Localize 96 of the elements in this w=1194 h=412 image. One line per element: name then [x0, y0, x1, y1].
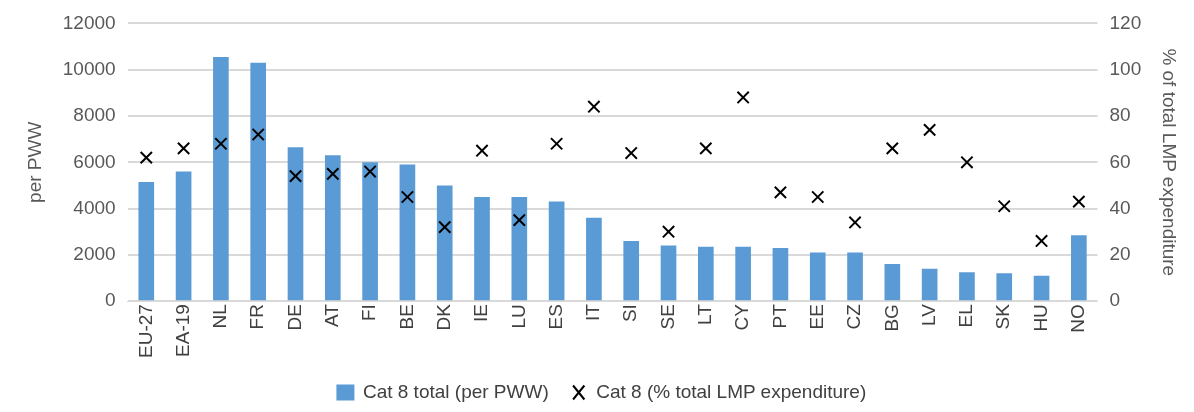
- x-tick-label: DE: [283, 304, 305, 331]
- x-tick-label: LT: [694, 303, 716, 325]
- x-tick-label: SK: [992, 303, 1014, 330]
- y-tick-label: 8000: [73, 104, 116, 126]
- point: [699, 141, 713, 156]
- bar: [884, 264, 901, 301]
- y-tick-label: 12000: [62, 11, 116, 33]
- bar: [511, 196, 528, 301]
- point: [1034, 234, 1049, 248]
- bar: [1033, 275, 1050, 301]
- point: [773, 185, 788, 200]
- point: [736, 90, 750, 105]
- x-tick-label: EA-19: [171, 304, 193, 357]
- x-tick-label: SE: [656, 304, 678, 330]
- x-tick-label: NL: [209, 304, 231, 329]
- bar: [548, 201, 565, 301]
- point: [885, 141, 899, 156]
- x-tick-label: HU: [1029, 304, 1051, 332]
- y-axis-title: per PWW: [23, 121, 45, 203]
- y-tick-label: 6000: [73, 150, 116, 172]
- y-tick-label: 2000: [73, 243, 116, 265]
- bar: [772, 247, 789, 301]
- bar: [959, 272, 975, 301]
- point: [176, 141, 191, 156]
- point: [811, 190, 825, 204]
- bar: [287, 147, 304, 301]
- bar: [847, 252, 863, 301]
- point: [139, 150, 153, 165]
- y2-tick-label: 40: [1109, 196, 1131, 218]
- bar: [399, 164, 416, 301]
- y2-tick-label: 120: [1109, 11, 1142, 33]
- y-tick-label: 4000: [73, 196, 116, 218]
- bar: [623, 240, 640, 301]
- point: [400, 190, 415, 204]
- bar: [138, 181, 155, 301]
- y2-tick-label: 100: [1109, 57, 1142, 79]
- x-tick-label: EU-27: [134, 304, 156, 358]
- x-tick-label: DK: [432, 303, 454, 331]
- y-tick-label: 10000: [62, 57, 116, 79]
- bar: [735, 246, 751, 301]
- x-tick-label: AT: [321, 303, 343, 328]
- x-tick-label: LV: [917, 303, 939, 326]
- point: [661, 225, 676, 239]
- y2-tick-label: 20: [1109, 243, 1131, 265]
- y2-tick-label: 60: [1109, 150, 1131, 172]
- bar: [660, 245, 677, 301]
- x-tick-label: FI: [358, 304, 380, 322]
- point: [960, 155, 974, 169]
- x-tick-label: SI: [619, 304, 641, 323]
- point: [587, 100, 601, 114]
- bar: [213, 56, 229, 301]
- point: [1072, 194, 1086, 209]
- point: [363, 164, 377, 179]
- bar: [1071, 235, 1087, 301]
- bar: [250, 62, 267, 301]
- point: [214, 137, 228, 151]
- bar: [996, 273, 1013, 301]
- point: [251, 127, 265, 142]
- point: [922, 123, 937, 137]
- x-tick-label: IT: [582, 303, 604, 322]
- y2-axis-title: % of total LMP expenditure: [1159, 48, 1181, 277]
- bar: [921, 268, 938, 301]
- x-tick-label: BE: [395, 304, 417, 330]
- legend-label: Cat 8 total (per PWW): [362, 380, 549, 402]
- bar: [697, 246, 714, 301]
- bar: [474, 196, 490, 301]
- bar: [809, 252, 826, 301]
- bar: [362, 162, 378, 301]
- x-tick-label: EL: [955, 304, 977, 328]
- bar: [586, 217, 602, 301]
- bar: [175, 171, 192, 301]
- x-tick-label: LU: [507, 304, 529, 329]
- x-tick-label: NO: [1067, 304, 1089, 333]
- x-tick-label: ES: [544, 304, 566, 330]
- x-tick-label: IE: [470, 304, 492, 323]
- y2-tick-label: 80: [1109, 104, 1131, 126]
- x-tick-label: CZ: [843, 303, 865, 330]
- x-tick-label: EE: [805, 304, 827, 330]
- point: [326, 167, 340, 181]
- y2-tick-label: 0: [1109, 289, 1121, 311]
- y-tick-label: 0: [105, 289, 116, 311]
- point: [512, 213, 526, 227]
- x-tick-label: BG: [880, 304, 902, 332]
- point: [624, 146, 638, 160]
- point: [438, 220, 452, 234]
- x-tick-label: PT: [768, 303, 790, 329]
- point: [848, 215, 862, 230]
- legend-label: Cat 8 (% total LMP expenditure): [596, 380, 867, 402]
- point: [549, 137, 564, 151]
- x-tick-label: CY: [731, 303, 753, 331]
- point: [288, 169, 303, 183]
- point: [475, 144, 489, 158]
- x-tick-label: FR: [246, 304, 268, 330]
- point: [997, 199, 1011, 213]
- bar: [436, 185, 453, 301]
- bar: [324, 155, 341, 301]
